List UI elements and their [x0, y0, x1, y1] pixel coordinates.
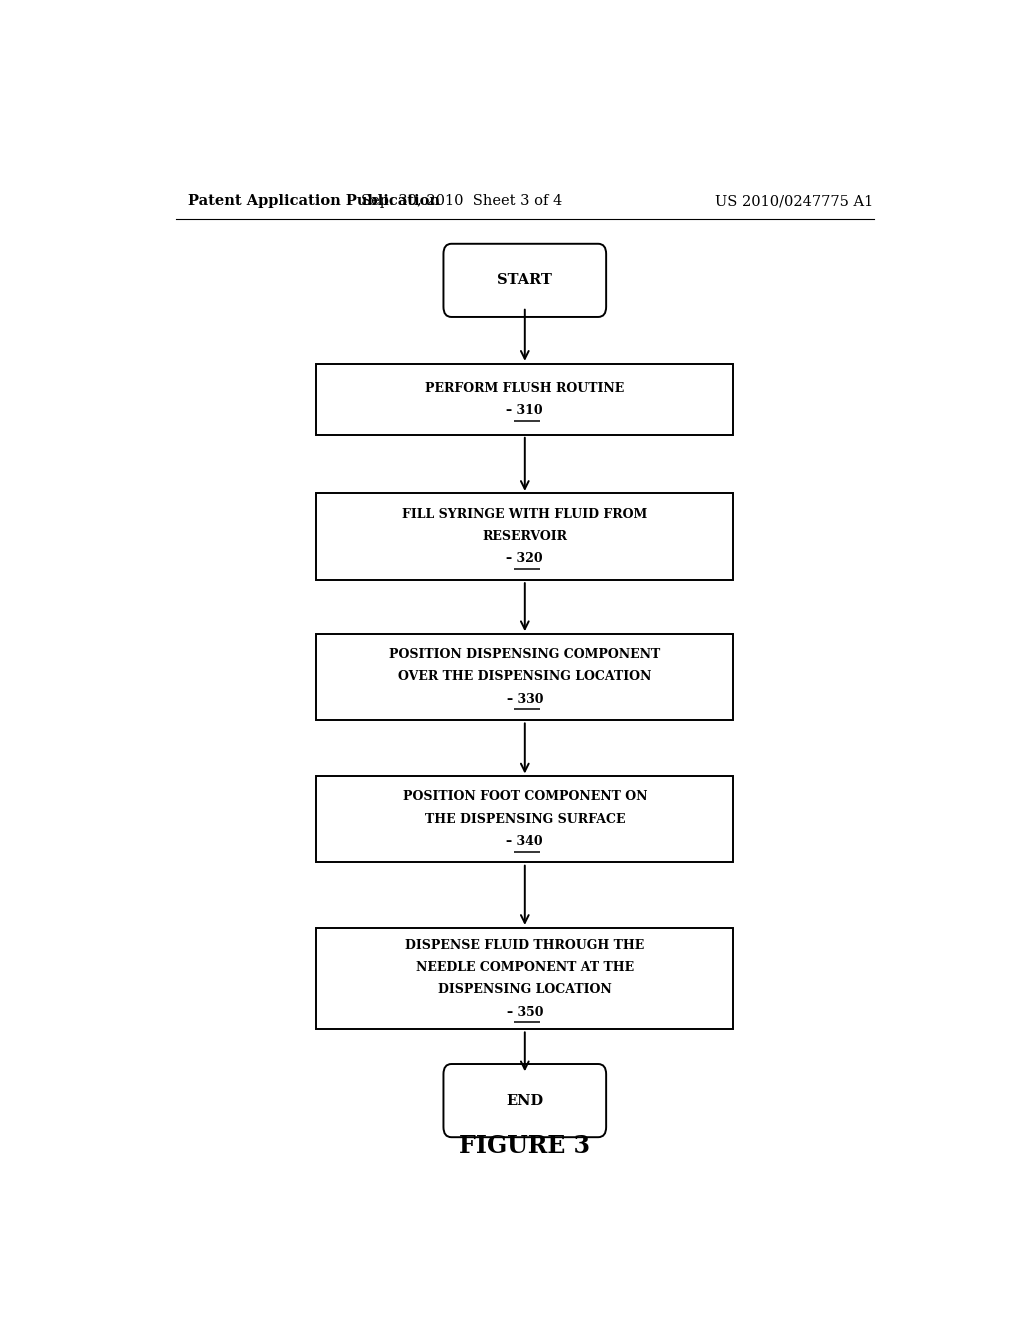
FancyBboxPatch shape [443, 1064, 606, 1138]
Text: Sep. 30, 2010  Sheet 3 of 4: Sep. 30, 2010 Sheet 3 of 4 [360, 194, 562, 209]
Bar [316, 494, 733, 579]
Text: DISPENSING LOCATION: DISPENSING LOCATION [438, 983, 611, 997]
Text: – 320: – 320 [507, 552, 543, 565]
Text: THE DISPENSING SURFACE: THE DISPENSING SURFACE [425, 813, 625, 825]
Text: NEEDLE COMPONENT AT THE: NEEDLE COMPONENT AT THE [416, 961, 634, 974]
Text: – 310: – 310 [507, 404, 543, 417]
Text: POSITION DISPENSING COMPONENT: POSITION DISPENSING COMPONENT [389, 648, 660, 661]
Text: OVER THE DISPENSING LOCATION: OVER THE DISPENSING LOCATION [398, 671, 651, 684]
Text: – 340: – 340 [507, 836, 543, 847]
Text: START: START [498, 273, 552, 288]
Bar [316, 776, 733, 862]
Text: – 350: – 350 [507, 1006, 543, 1019]
Text: RESERVOIR: RESERVOIR [482, 531, 567, 543]
FancyBboxPatch shape [443, 244, 606, 317]
Text: – 330: – 330 [507, 693, 543, 706]
Text: Patent Application Publication: Patent Application Publication [187, 194, 439, 209]
Text: US 2010/0247775 A1: US 2010/0247775 A1 [716, 194, 873, 209]
Text: DISPENSE FLUID THROUGH THE: DISPENSE FLUID THROUGH THE [406, 939, 644, 952]
Text: POSITION FOOT COMPONENT ON: POSITION FOOT COMPONENT ON [402, 791, 647, 803]
Text: END: END [506, 1093, 544, 1107]
Bar [316, 928, 733, 1030]
Bar [316, 364, 733, 434]
Text: FIGURE 3: FIGURE 3 [460, 1134, 590, 1159]
Text: PERFORM FLUSH ROUTINE: PERFORM FLUSH ROUTINE [425, 381, 625, 395]
Text: FILL SYRINGE WITH FLUID FROM: FILL SYRINGE WITH FLUID FROM [402, 508, 647, 520]
Bar [316, 634, 733, 719]
